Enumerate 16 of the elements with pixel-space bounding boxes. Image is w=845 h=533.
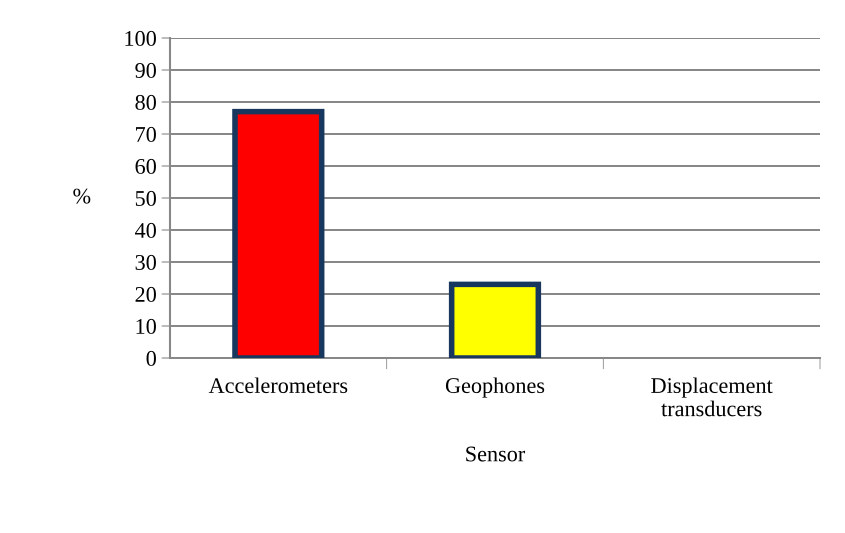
- y-tick-label: 0: [146, 350, 156, 366]
- y-tick-label: 20: [136, 286, 156, 302]
- y-tick-label: 10: [136, 318, 156, 334]
- x-tick-label: Accelerometers: [208, 377, 348, 394]
- y-axis-title: %: [73, 188, 90, 204]
- y-tick-label: 90: [135, 62, 156, 78]
- y-tick-label: 70: [136, 126, 156, 142]
- y-tick-label: 100: [125, 30, 156, 46]
- y-tick-label: 30: [136, 254, 156, 270]
- y-tick-label: 60: [136, 158, 156, 174]
- y-tick-label: 40: [135, 222, 156, 238]
- y-tick-label: 50: [136, 190, 156, 206]
- x-axis-title: Sensor: [466, 446, 526, 462]
- x-tick-label: Geophones: [446, 377, 544, 398]
- x-tick-label: Displacement transducers: [651, 377, 773, 416]
- y-tick-label: 80: [135, 94, 156, 110]
